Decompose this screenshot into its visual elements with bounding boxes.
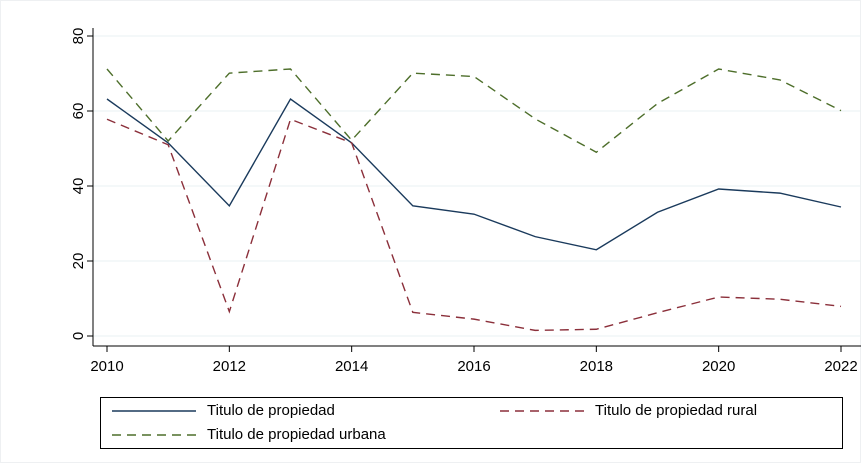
x-tick-label: 2016: [457, 358, 490, 375]
y-tick-label: 80: [70, 28, 87, 45]
legend-label: Titulo de propiedad: [207, 402, 335, 419]
legend-label: Titulo de propiedad urbana: [207, 426, 386, 443]
x-tick-label: 2012: [213, 358, 246, 375]
legend-label: Titulo de propiedad rural: [595, 402, 757, 419]
x-tick-label: 2010: [90, 358, 123, 375]
y-tick-label: 20: [70, 253, 87, 270]
data-line: [106, 68, 842, 154]
y-tick-label: 60: [70, 103, 87, 120]
y-tick-label: 40: [70, 178, 87, 195]
data-line: [106, 97, 842, 251]
x-tick-label: 2022: [824, 358, 857, 375]
y-tick-label: 0: [70, 332, 87, 340]
x-tick-label: 2018: [580, 358, 613, 375]
legend-box: [100, 397, 843, 449]
data-line: [106, 118, 842, 332]
x-tick-label: 2020: [702, 358, 735, 375]
x-tick-label: 2014: [335, 358, 368, 375]
